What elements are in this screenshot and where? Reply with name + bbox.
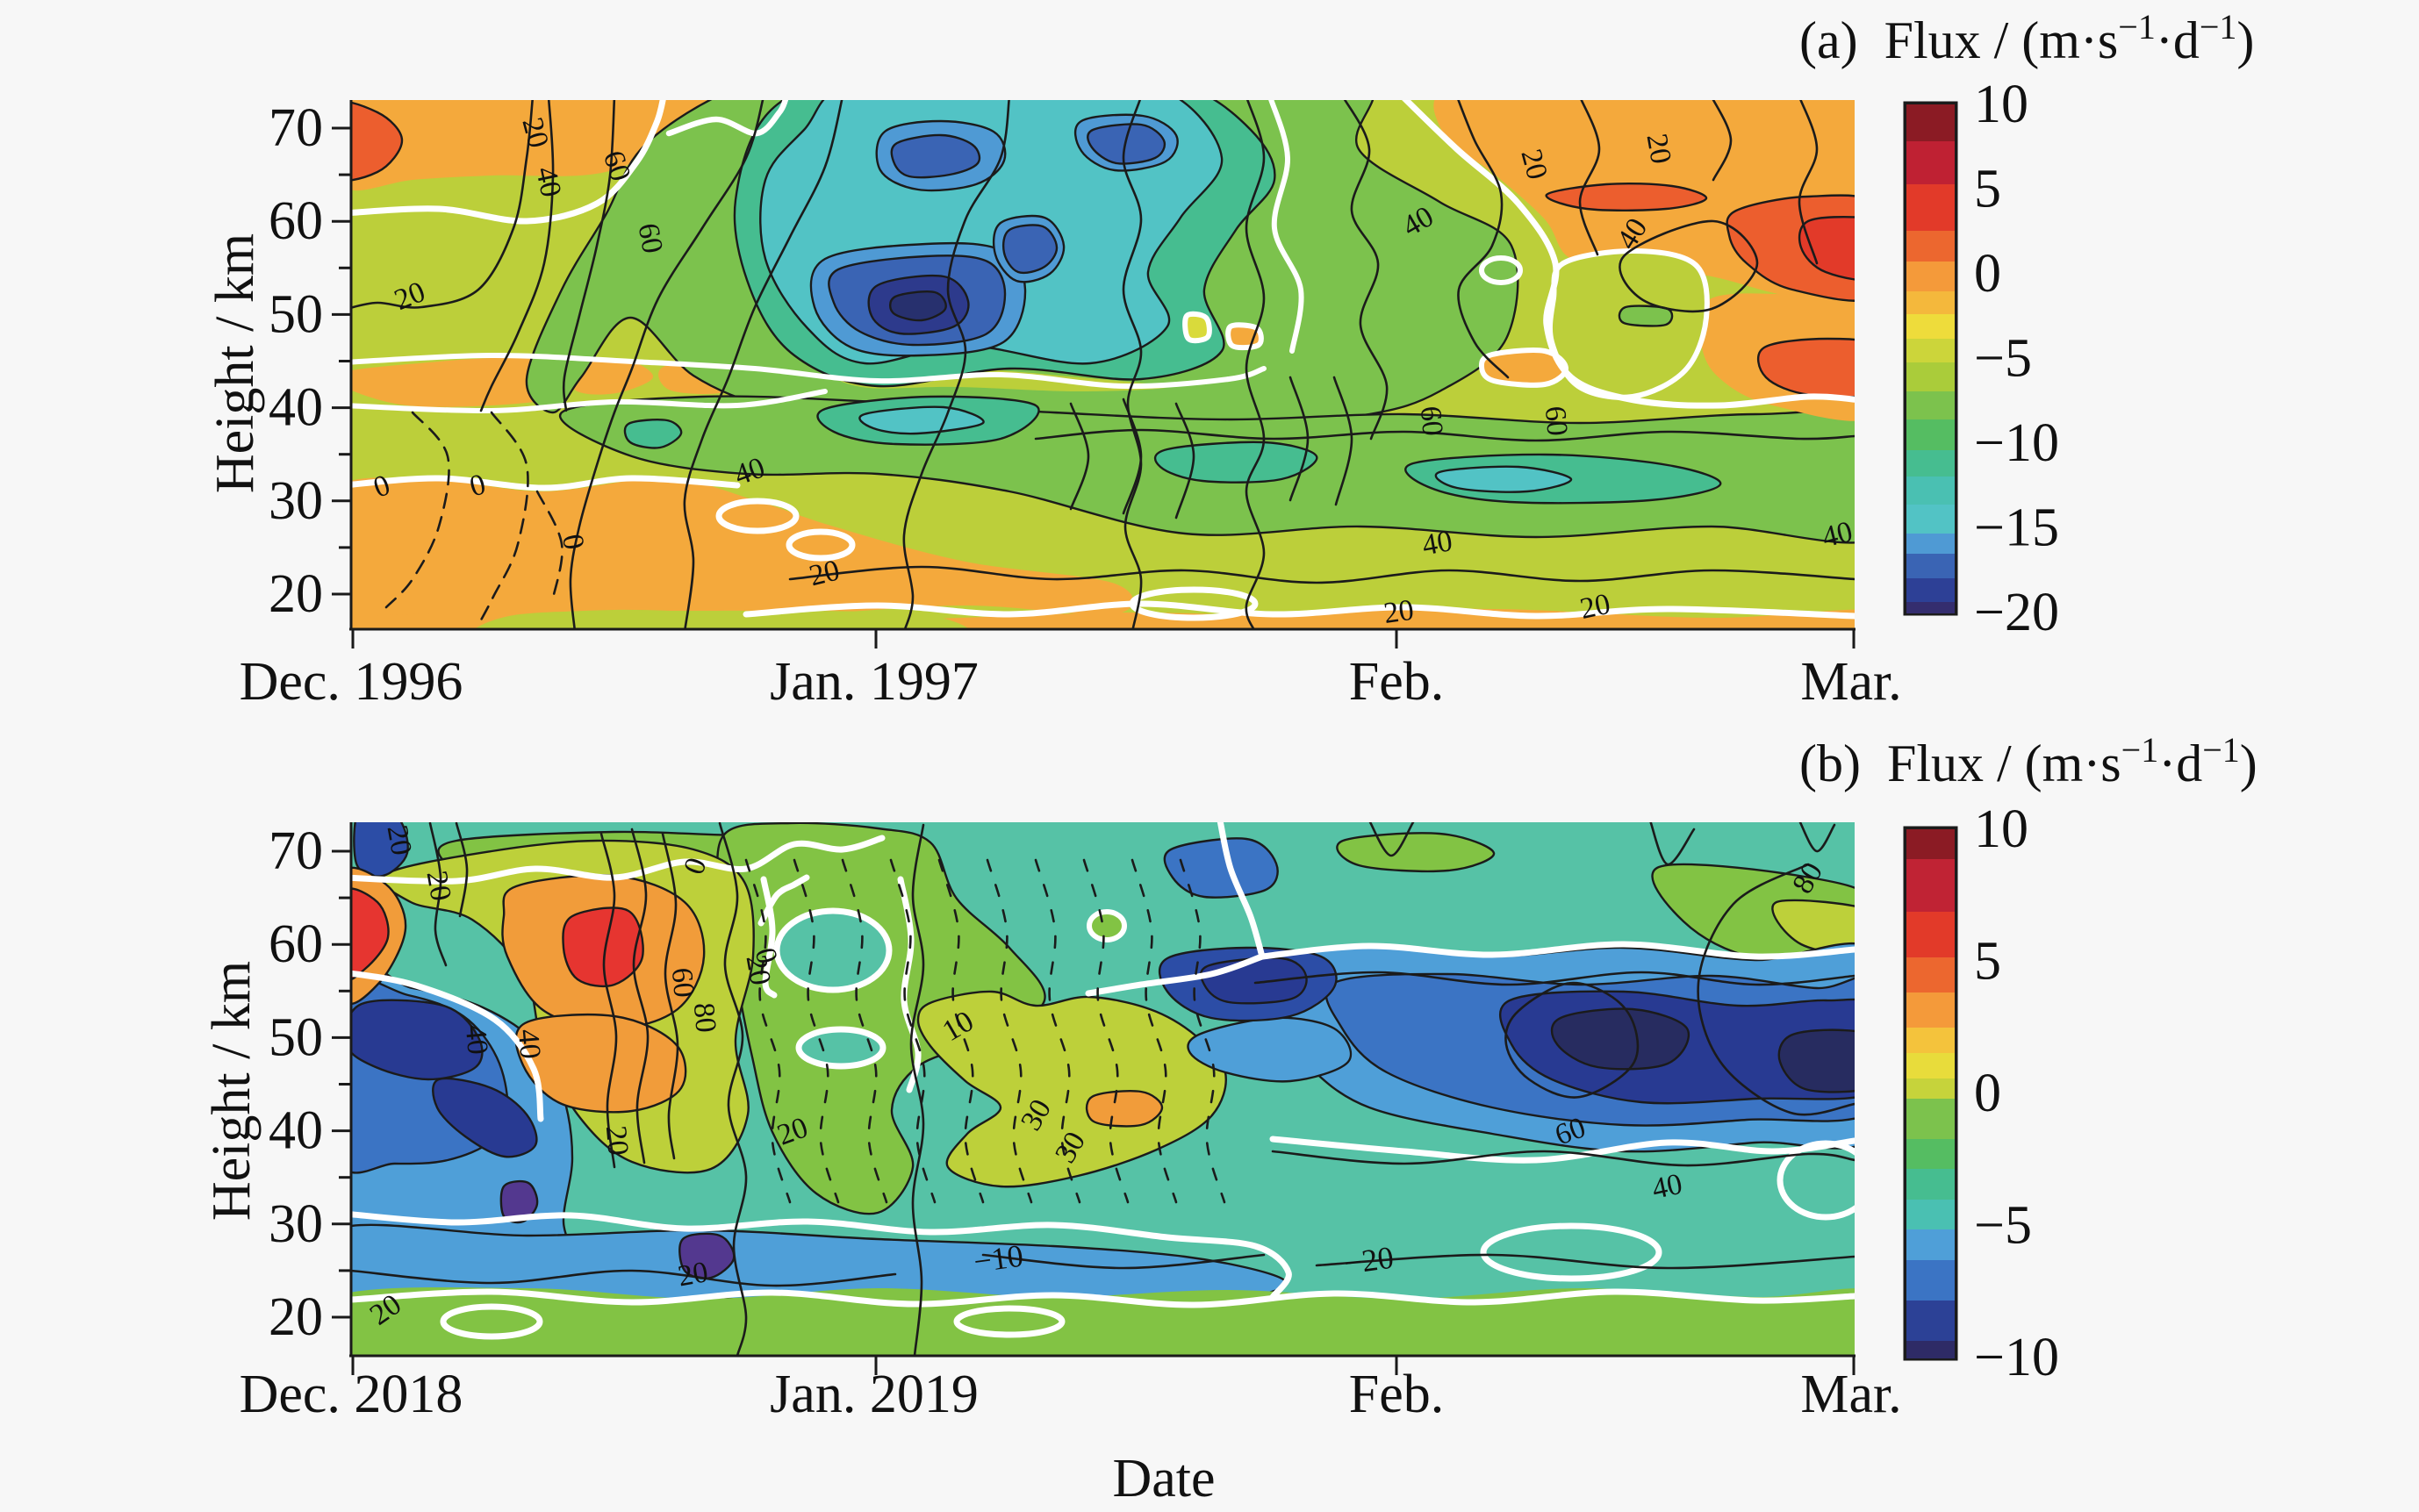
svg-text:40: 40 [529, 164, 567, 200]
svg-text:70: 70 [269, 98, 323, 158]
svg-text:Mar.: Mar. [1800, 1365, 1901, 1424]
svg-text:Feb.: Feb. [1349, 652, 1445, 712]
svg-text:20: 20 [380, 823, 417, 858]
svg-text:40: 40 [269, 378, 323, 438]
svg-text:20: 20 [599, 1124, 635, 1157]
svg-text:20: 20 [1640, 132, 1676, 167]
svg-text:−10: −10 [1974, 413, 2059, 473]
svg-text:Dec. 1996: Dec. 1996 [240, 652, 463, 712]
svg-text:Feb.: Feb. [1349, 1365, 1445, 1424]
svg-text:−15: −15 [1974, 498, 2059, 558]
svg-text:−20: −20 [1974, 583, 2059, 642]
svg-text:40: 40 [1649, 1168, 1685, 1206]
svg-text:80: 80 [687, 1001, 722, 1034]
svg-text:Jan. 1997: Jan. 1997 [770, 652, 979, 712]
svg-text:Date: Date [1112, 1449, 1215, 1508]
svg-text:40: 40 [512, 1028, 547, 1060]
svg-text:−5: −5 [1974, 1196, 2032, 1256]
svg-text:20: 20 [269, 564, 323, 624]
svg-text:(b) Flux / (m·s−1·d−1): (b) Flux / (m·s−1·d−1) [1799, 730, 2257, 792]
svg-text:40: 40 [269, 1101, 323, 1161]
svg-text:60: 60 [269, 191, 323, 251]
svg-text:0: 0 [1974, 244, 2001, 304]
svg-text:(a) Flux / (m·s−1·d−1): (a) Flux / (m·s−1·d−1) [1799, 7, 2254, 69]
svg-text:20: 20 [1577, 588, 1613, 626]
svg-text:30: 30 [269, 471, 323, 531]
svg-text:5: 5 [1974, 932, 2001, 992]
svg-text:50: 50 [269, 284, 323, 344]
svg-text:5: 5 [1974, 160, 2001, 219]
svg-text:−5: −5 [1974, 329, 2032, 389]
svg-text:−20: −20 [1342, 1240, 1396, 1281]
svg-text:20: 20 [420, 869, 456, 904]
svg-text:10: 10 [1974, 75, 2028, 134]
svg-text:−10: −10 [1974, 1328, 2059, 1387]
svg-text:20: 20 [739, 953, 776, 988]
svg-text:60: 60 [631, 221, 668, 256]
svg-text:Height / km: Height / km [202, 961, 262, 1221]
svg-text:50: 50 [269, 1007, 323, 1067]
svg-text:60: 60 [1414, 405, 1449, 437]
svg-text:Height / km: Height / km [205, 233, 265, 493]
svg-text:Mar.: Mar. [1800, 652, 1901, 712]
svg-text:60: 60 [1539, 405, 1574, 437]
svg-text:40: 40 [1420, 525, 1455, 562]
svg-text:0: 0 [556, 532, 590, 552]
svg-text:40: 40 [1819, 515, 1856, 554]
svg-text:Jan. 2019: Jan. 2019 [770, 1365, 979, 1424]
svg-text:70: 70 [269, 821, 323, 881]
svg-text:30: 30 [269, 1194, 323, 1254]
svg-text:10: 10 [1974, 799, 2028, 859]
svg-text:20: 20 [676, 1256, 711, 1293]
svg-text:−10: −10 [972, 1238, 1025, 1279]
svg-text:60: 60 [269, 914, 323, 974]
svg-text:60: 60 [665, 966, 700, 999]
svg-text:20: 20 [269, 1287, 323, 1347]
svg-text:Dec. 2018: Dec. 2018 [240, 1365, 463, 1424]
svg-text:40: 40 [459, 1023, 494, 1056]
svg-text:0: 0 [1974, 1064, 2001, 1123]
svg-text:20: 20 [1382, 594, 1416, 630]
